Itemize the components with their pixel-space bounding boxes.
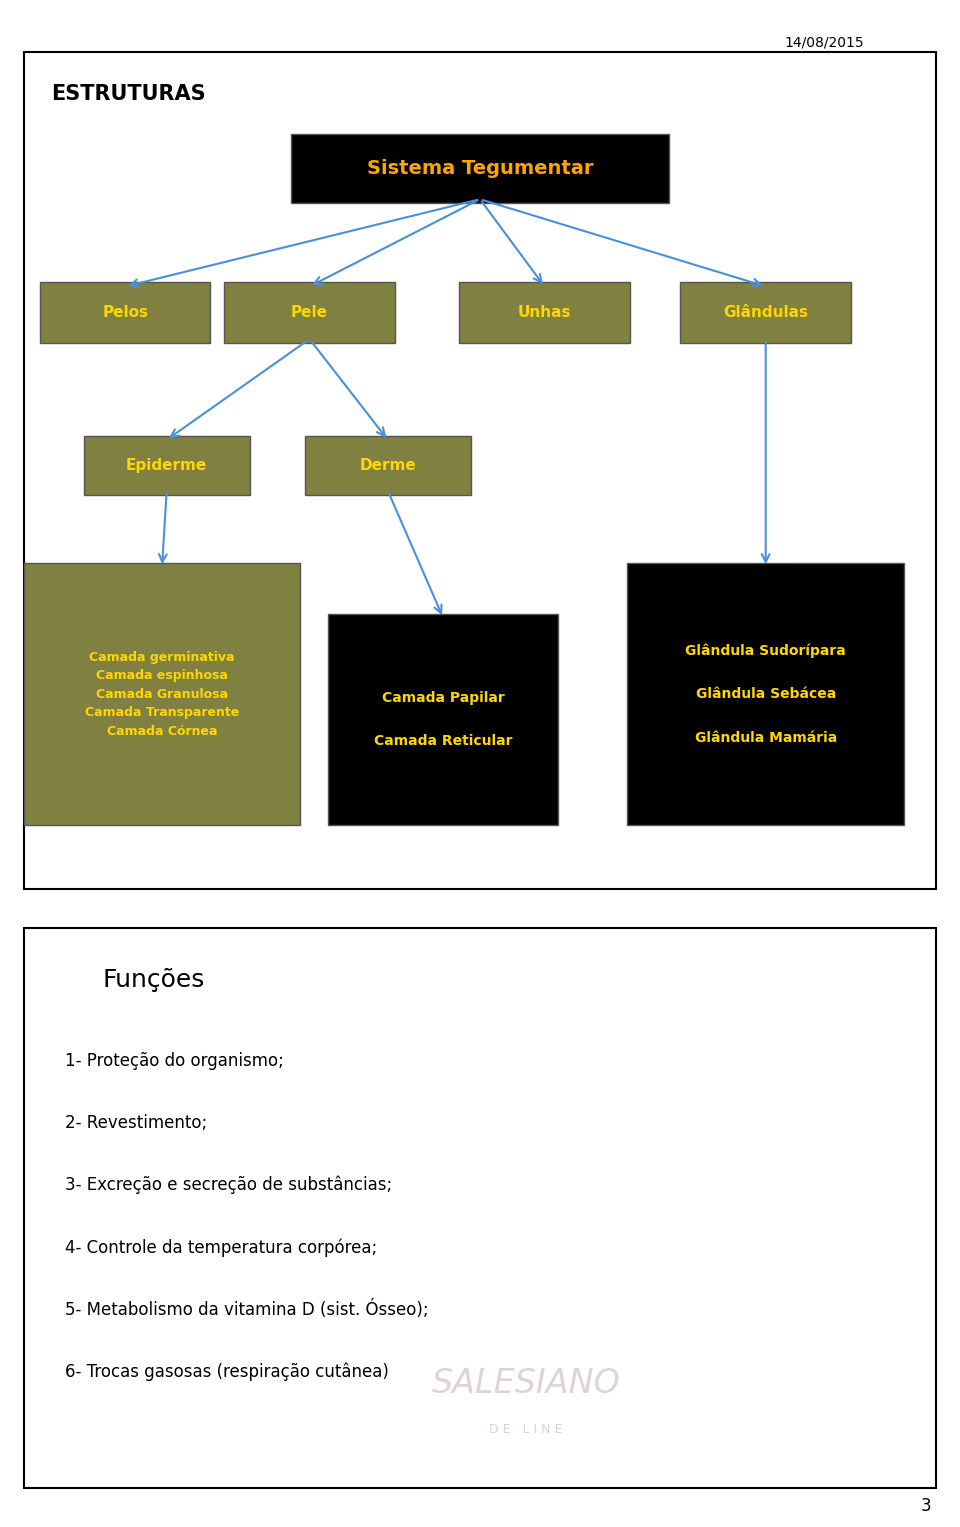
FancyBboxPatch shape (24, 928, 936, 1487)
FancyBboxPatch shape (628, 563, 904, 826)
Text: Funções: Funções (102, 968, 204, 993)
Text: Epiderme: Epiderme (126, 458, 207, 473)
Text: 5- Metabolismo da vitamina D (sist. Ósseo);: 5- Metabolismo da vitamina D (sist. Ósse… (65, 1301, 429, 1319)
Text: 1- Proteção do organismo;: 1- Proteção do organismo; (65, 1052, 284, 1069)
Text: ESTRUTURAS: ESTRUTURAS (52, 84, 206, 104)
Text: 3: 3 (921, 1496, 931, 1515)
Text: Derme: Derme (359, 458, 417, 473)
FancyBboxPatch shape (459, 282, 630, 344)
Text: SALESIANO: SALESIANO (432, 1367, 620, 1400)
Text: 6- Trocas gasosas (respiração cutânea): 6- Trocas gasosas (respiração cutânea) (65, 1364, 389, 1382)
FancyBboxPatch shape (305, 435, 470, 495)
Text: Camada Papilar

Camada Reticular: Camada Papilar Camada Reticular (373, 690, 513, 748)
Text: 3- Excreção e secreção de substâncias;: 3- Excreção e secreção de substâncias; (65, 1176, 393, 1194)
FancyBboxPatch shape (681, 282, 851, 344)
Text: 2- Revestimento;: 2- Revestimento; (65, 1113, 207, 1132)
FancyBboxPatch shape (40, 282, 210, 344)
FancyBboxPatch shape (24, 52, 936, 889)
Text: 14/08/2015: 14/08/2015 (784, 35, 864, 49)
Text: 4- Controle da temperatura corpórea;: 4- Controle da temperatura corpórea; (65, 1238, 377, 1257)
Text: Unhas: Unhas (517, 305, 571, 321)
Text: Pele: Pele (291, 305, 328, 321)
Text: Glândula Sudorípara

Glândula Sebácea

Glândula Mamária: Glândula Sudorípara Glândula Sebácea Glâ… (685, 643, 846, 745)
Text: Sistema Tegumentar: Sistema Tegumentar (367, 159, 593, 179)
FancyBboxPatch shape (328, 614, 559, 826)
FancyBboxPatch shape (225, 282, 395, 344)
Text: D E   L I N E: D E L I N E (490, 1423, 563, 1437)
FancyBboxPatch shape (84, 435, 250, 495)
FancyBboxPatch shape (291, 134, 669, 203)
Text: Glândulas: Glândulas (723, 305, 808, 321)
Text: Pelos: Pelos (102, 305, 148, 321)
FancyBboxPatch shape (24, 563, 300, 826)
Text: Camada germinativa
Camada espinhosa
Camada Granulosa
Camada Transparente
Camada : Camada germinativa Camada espinhosa Cama… (84, 651, 239, 738)
